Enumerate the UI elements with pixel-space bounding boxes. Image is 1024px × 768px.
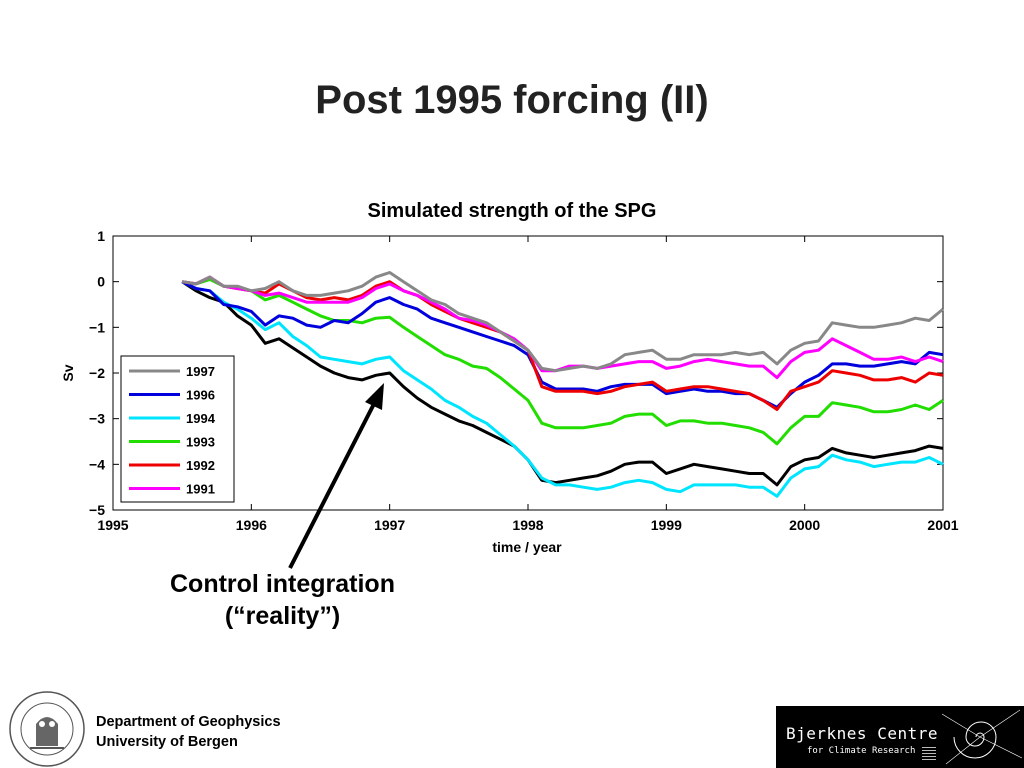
swirl-icon [941, 709, 1023, 765]
slide-title: Post 1995 forcing (II) [315, 78, 709, 122]
x-tick-label: 1995 [97, 517, 128, 533]
series-line-1997 [181, 271, 944, 373]
series-line-control [181, 280, 944, 487]
legend-label: 1997 [186, 364, 215, 379]
legend-label: 1992 [186, 458, 215, 473]
y-tick-label: −2 [89, 365, 105, 381]
annotation-arrow [288, 383, 384, 569]
bjerknes-logo: Bjerknes Centre for Climate Research [776, 706, 1024, 768]
y-axis-label: Sv [60, 364, 76, 381]
bjerknes-grid-icon [922, 746, 936, 760]
x-tick-label: 2000 [789, 517, 820, 533]
department-name: Department of Geophysics [96, 714, 281, 730]
university-seal-logo [9, 691, 85, 767]
y-tick-label: −5 [89, 502, 105, 518]
legend-label: 1991 [186, 482, 215, 497]
series-line-1996 [181, 280, 944, 409]
bjerknes-name: Bjerknes Centre [786, 724, 938, 743]
x-tick-label: 1998 [512, 517, 543, 533]
y-tick-label: −4 [89, 456, 105, 472]
series-lines [181, 271, 944, 498]
x-tick-label: 2001 [927, 517, 958, 533]
legend: 1997 1996 1994 1993 1992 1991 [120, 355, 235, 503]
y-tick-label: 1 [97, 228, 105, 244]
series-line-1994 [181, 280, 944, 498]
x-tick-label: 1997 [374, 517, 405, 533]
y-tick-label: 0 [97, 274, 105, 290]
annotation-line-1: Control integration [170, 570, 395, 598]
annotation-text: Control integration (“reality”) [150, 568, 415, 632]
x-axis-label: time / year [492, 539, 562, 555]
x-tick-label: 1999 [651, 517, 682, 533]
bjerknes-subtitle: for Climate Research [807, 746, 916, 756]
legend-label: 1994 [186, 411, 216, 426]
department-text: Department of Geophysics University of B… [96, 712, 281, 752]
axis-ticks: 1995 1996 1997 1998 1999 2000 2001 1 0 −1 −2 −3 −4 −5 [89, 228, 959, 533]
annotation-line-2: (“reality”) [224, 602, 341, 630]
plot-frame [112, 235, 944, 511]
legend-box [120, 355, 235, 503]
y-tick-label: −1 [89, 319, 105, 335]
series-line-1993 [181, 277, 944, 446]
series-line-1992 [181, 275, 944, 411]
university-name: University of Bergen [96, 734, 238, 750]
x-tick-label: 1996 [236, 517, 267, 533]
y-tick-label: −3 [89, 411, 105, 427]
chart-title: Simulated strength of the SPG [368, 200, 657, 222]
legend-label: 1993 [186, 435, 215, 450]
legend-label: 1996 [186, 388, 215, 403]
